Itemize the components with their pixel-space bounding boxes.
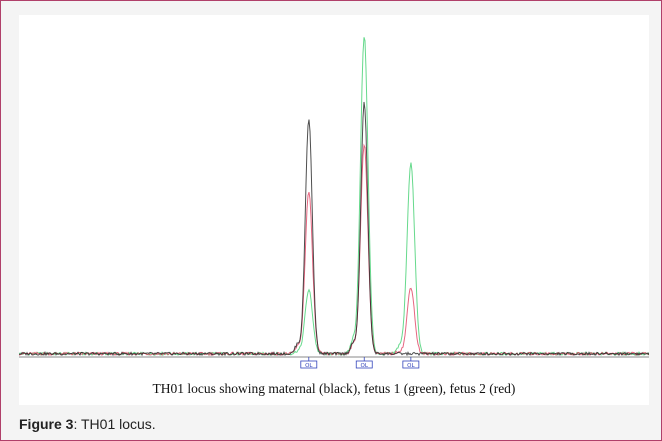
series-line-maternal xyxy=(19,101,649,357)
allele-marker-box xyxy=(402,360,420,369)
allele-marker-label: OL xyxy=(305,363,313,369)
allele-marker-label: OL xyxy=(361,363,369,369)
figure-label: Figure 3: TH01 locus. xyxy=(19,416,156,432)
allele-marker-label: OL xyxy=(407,363,415,369)
figure-number: Figure 3 xyxy=(19,416,74,432)
series-line-fetus2 xyxy=(19,143,649,357)
figure-label-separator: : xyxy=(73,416,81,432)
allele-marker-box xyxy=(300,360,318,369)
electropherogram-chart: OL OL OL xyxy=(19,37,649,369)
figure-panel: OL OL OL TH01 locus showing maternal (blac… xyxy=(19,15,649,405)
allele-marker-box xyxy=(355,360,373,369)
figure-caption: TH01 locus showing maternal (black), fet… xyxy=(152,381,516,396)
allele-marker: OL xyxy=(300,357,318,369)
figure-title: TH01 locus. xyxy=(81,416,156,432)
allele-marker: OL xyxy=(355,357,373,369)
allele-marker: OL xyxy=(402,357,420,369)
series-line-fetus1 xyxy=(19,37,649,357)
